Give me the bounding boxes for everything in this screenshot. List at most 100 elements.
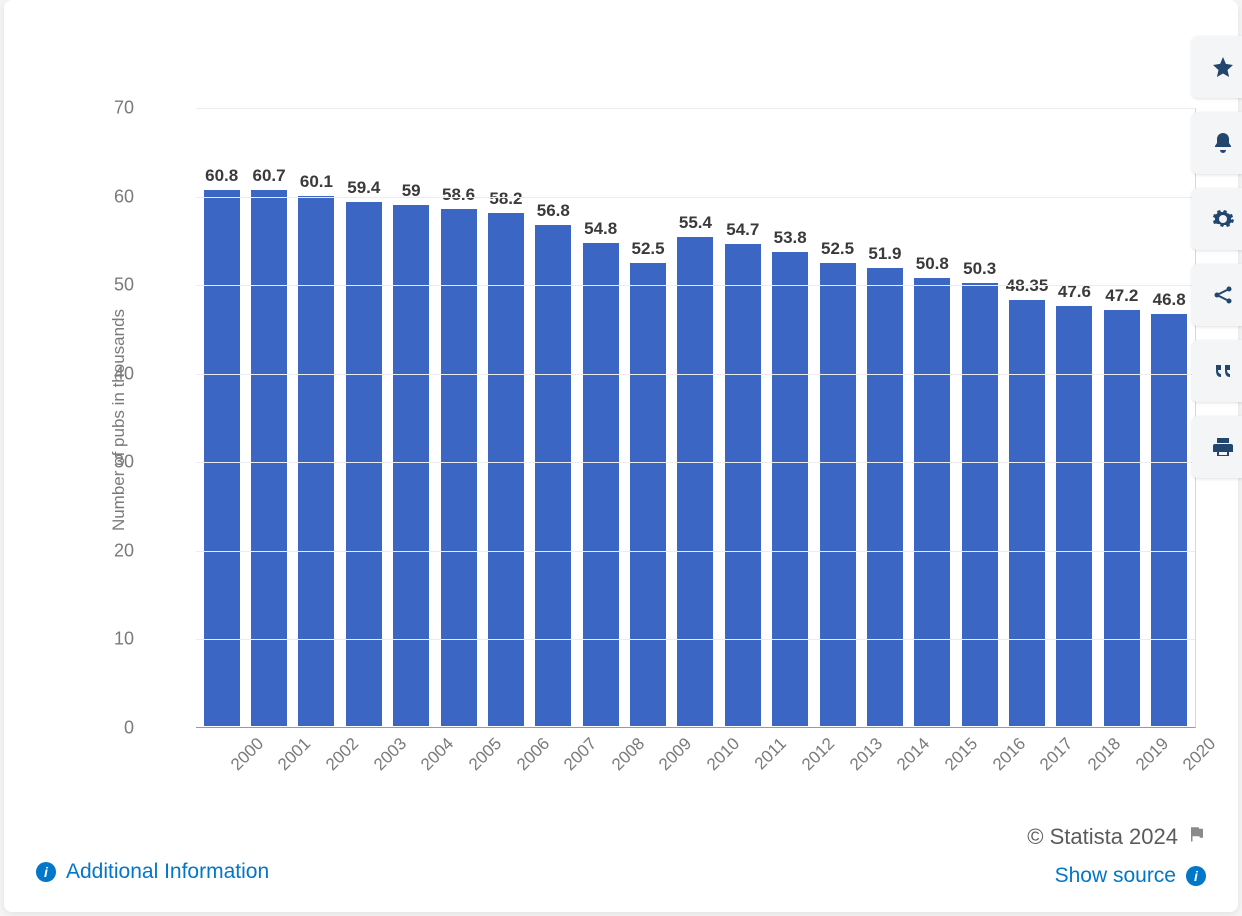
bar-slot: 59: [388, 108, 435, 727]
grid-line: [196, 551, 1195, 552]
bar-value-label: 60.1: [300, 172, 333, 192]
y-tick-label: 50: [114, 275, 134, 296]
bar-value-label: 52.5: [632, 239, 665, 259]
bar-slot: 51.9: [861, 108, 908, 727]
x-tick-label: 2013: [846, 734, 887, 775]
star-icon: [1211, 55, 1235, 79]
x-tick-label: 2014: [894, 734, 935, 775]
x-tick-label: 2016: [989, 734, 1030, 775]
y-tick-label: 40: [114, 363, 134, 384]
y-tick-label: 0: [124, 718, 134, 739]
x-tick-label: 2002: [322, 734, 363, 775]
bar[interactable]: 47.2: [1103, 309, 1141, 727]
favorite-button[interactable]: [1192, 36, 1242, 98]
bar[interactable]: 60.1: [297, 195, 335, 727]
gear-icon: [1211, 207, 1235, 231]
bar-value-label: 54.7: [726, 220, 759, 240]
x-tick-label: 2008: [608, 734, 649, 775]
side-toolbar: [1192, 36, 1242, 478]
grid-line: [196, 285, 1195, 286]
bar[interactable]: 48.35: [1008, 299, 1046, 727]
bar-slot: 46.8: [1146, 108, 1193, 727]
bar-slot: 47.6: [1051, 108, 1098, 727]
bell-icon: [1211, 131, 1235, 155]
x-tick-label: 2001: [275, 734, 316, 775]
copyright-text: © Statista 2024: [1027, 824, 1206, 850]
bar[interactable]: 53.8: [771, 251, 809, 728]
grid-line: [196, 374, 1195, 375]
bar-slot: 50.3: [956, 108, 1003, 727]
bar-value-label: 58.6: [442, 185, 475, 205]
x-tick-label: 2006: [513, 734, 554, 775]
bar-value-label: 55.4: [679, 213, 712, 233]
share-button[interactable]: [1192, 264, 1242, 326]
bar[interactable]: 55.4: [676, 236, 714, 727]
x-tick-label: 2007: [560, 734, 601, 775]
bar-slot: 58.2: [482, 108, 529, 727]
bars-container: 60.860.760.159.45958.658.256.854.852.555…: [196, 108, 1195, 727]
bar[interactable]: 51.9: [866, 267, 904, 727]
bar-value-label: 54.8: [584, 219, 617, 239]
bar[interactable]: 50.3: [961, 282, 999, 728]
x-tick-label: 2018: [1084, 734, 1125, 775]
y-tick-label: 10: [114, 629, 134, 650]
show-source-link[interactable]: Show source i: [1055, 864, 1206, 888]
bar-slot: 56.8: [530, 108, 577, 727]
show-source-label: Show source: [1055, 864, 1176, 888]
bar-slot: 52.5: [814, 108, 861, 727]
chart-card: Number of pubs in thousands 60.860.760.1…: [4, 0, 1238, 912]
bar[interactable]: 59: [392, 204, 430, 727]
bar[interactable]: 54.7: [724, 243, 762, 727]
x-tick-label: 2010: [703, 734, 744, 775]
grid-line: [196, 462, 1195, 463]
bar-slot: 47.2: [1098, 108, 1145, 727]
bar[interactable]: 47.6: [1055, 305, 1093, 727]
bar-value-label: 51.9: [868, 244, 901, 264]
bar-value-label: 46.8: [1153, 290, 1186, 310]
bar-value-label: 53.8: [774, 228, 807, 248]
bar-value-label: 59.4: [347, 178, 380, 198]
y-axis-title: Number of pubs in thousands: [109, 309, 129, 531]
cite-button[interactable]: [1192, 340, 1242, 402]
info-icon: i: [1186, 866, 1206, 886]
info-icon: i: [36, 862, 56, 882]
bar-value-label: 50.8: [916, 254, 949, 274]
x-tick-label: 2005: [465, 734, 506, 775]
bar-value-label: 56.8: [537, 201, 570, 221]
bar-slot: 54.7: [719, 108, 766, 727]
additional-information-link[interactable]: i Additional Information: [36, 860, 269, 884]
y-tick-label: 20: [114, 540, 134, 561]
bar-slot: 53.8: [767, 108, 814, 727]
bar[interactable]: 52.5: [629, 262, 667, 727]
plot-area: 60.860.760.159.45958.658.256.854.852.555…: [196, 108, 1196, 728]
grid-line: [196, 108, 1195, 109]
y-tick-label: 30: [114, 452, 134, 473]
bar[interactable]: 60.8: [203, 189, 241, 728]
print-button[interactable]: [1192, 416, 1242, 478]
grid-line: [196, 639, 1195, 640]
bar[interactable]: 52.5: [819, 262, 857, 727]
x-tick-label: 2003: [370, 734, 411, 775]
x-tick-label: 2011: [750, 734, 790, 774]
bar[interactable]: 58.2: [487, 212, 525, 727]
x-tick-label: 2015: [941, 734, 982, 775]
bar-value-label: 52.5: [821, 239, 854, 259]
notify-button[interactable]: [1192, 112, 1242, 174]
x-tick-label: 2012: [798, 734, 839, 775]
bar[interactable]: 60.7: [250, 189, 288, 727]
bar[interactable]: 59.4: [345, 201, 383, 727]
bar[interactable]: 50.8: [913, 277, 951, 727]
grid-line: [196, 197, 1195, 198]
settings-button[interactable]: [1192, 188, 1242, 250]
bar-slot: 52.5: [624, 108, 671, 727]
bar-slot: 60.8: [198, 108, 245, 727]
quote-icon: [1211, 359, 1235, 383]
bar[interactable]: 56.8: [534, 224, 572, 727]
flag-icon[interactable]: [1188, 825, 1206, 849]
bar[interactable]: 54.8: [582, 242, 620, 727]
chart-footer: i Additional Information © Statista 2024…: [36, 824, 1206, 888]
y-tick-label: 70: [114, 98, 134, 119]
x-tick-label: 2000: [227, 734, 268, 775]
additional-information-label: Additional Information: [66, 860, 269, 884]
x-tick-label: 2017: [1036, 734, 1077, 775]
